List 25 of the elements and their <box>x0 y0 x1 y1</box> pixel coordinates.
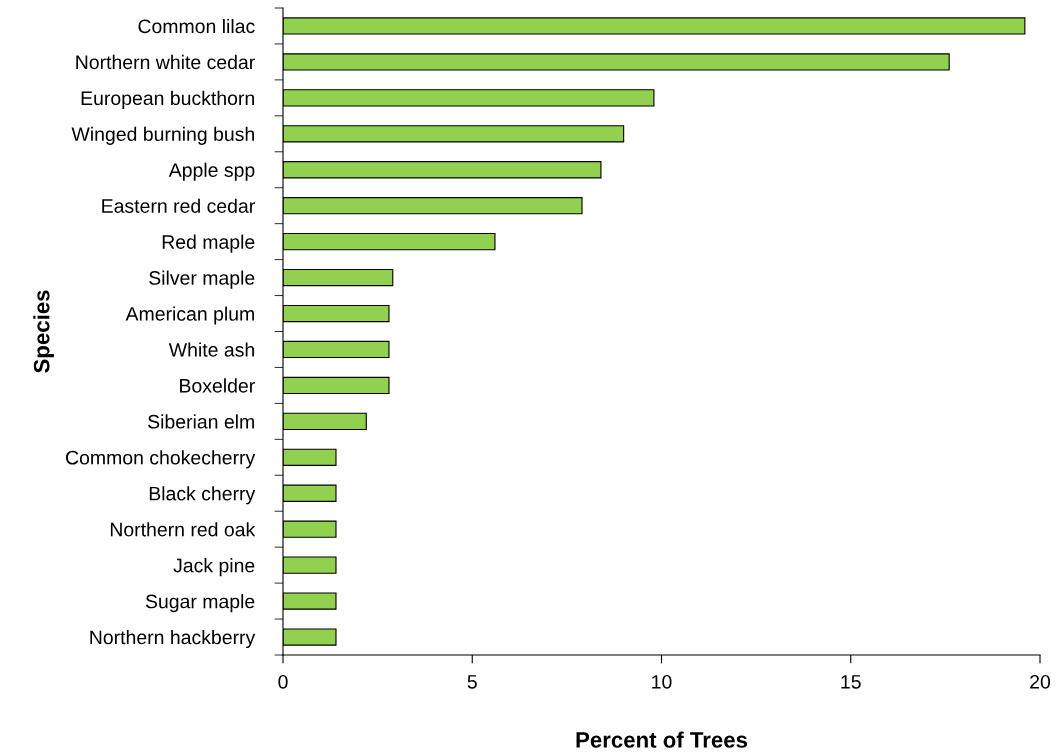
y-tick-label: Sugar maple <box>145 594 255 613</box>
y-tick-label: Northern hackberry <box>90 629 256 649</box>
y-tick-label: Northern red oak <box>110 522 256 537</box>
y-axis-title: Species <box>33 290 54 373</box>
y-tick-label: Red maple <box>162 234 255 253</box>
y-tick-label: Common chokecherry <box>66 450 256 469</box>
y-tick-label: Apple spp <box>168 162 255 181</box>
x-tick-label: 15 <box>841 675 861 689</box>
x-axis-title: Percent of Trees <box>576 731 748 748</box>
y-tick-label: Common lilac <box>138 18 255 34</box>
y-tick-label: Winged burning bush <box>71 126 254 145</box>
y-tick-label: Boxelder <box>180 378 255 393</box>
y-tick-label: Eastern red cedar <box>102 198 255 213</box>
y-tick-label: Northern white cedar <box>76 54 255 70</box>
y-tick-label: Siberian elm <box>148 414 254 429</box>
y-tick-label: Black cherry <box>149 486 256 505</box>
x-tick-label: 5 <box>467 675 477 689</box>
y-tick-label: American plum <box>125 306 254 325</box>
x-tick-label: 0 <box>278 674 288 689</box>
y-tick-label: Silver maple <box>149 270 255 289</box>
x-tick-label: 20 <box>1030 674 1051 689</box>
y-tick-label: European buckthorn <box>81 90 254 109</box>
x-tick-label: 10 <box>652 674 672 689</box>
y-tick-label: Jack pine <box>173 558 255 577</box>
y-tick-label: White ash <box>168 342 254 357</box>
